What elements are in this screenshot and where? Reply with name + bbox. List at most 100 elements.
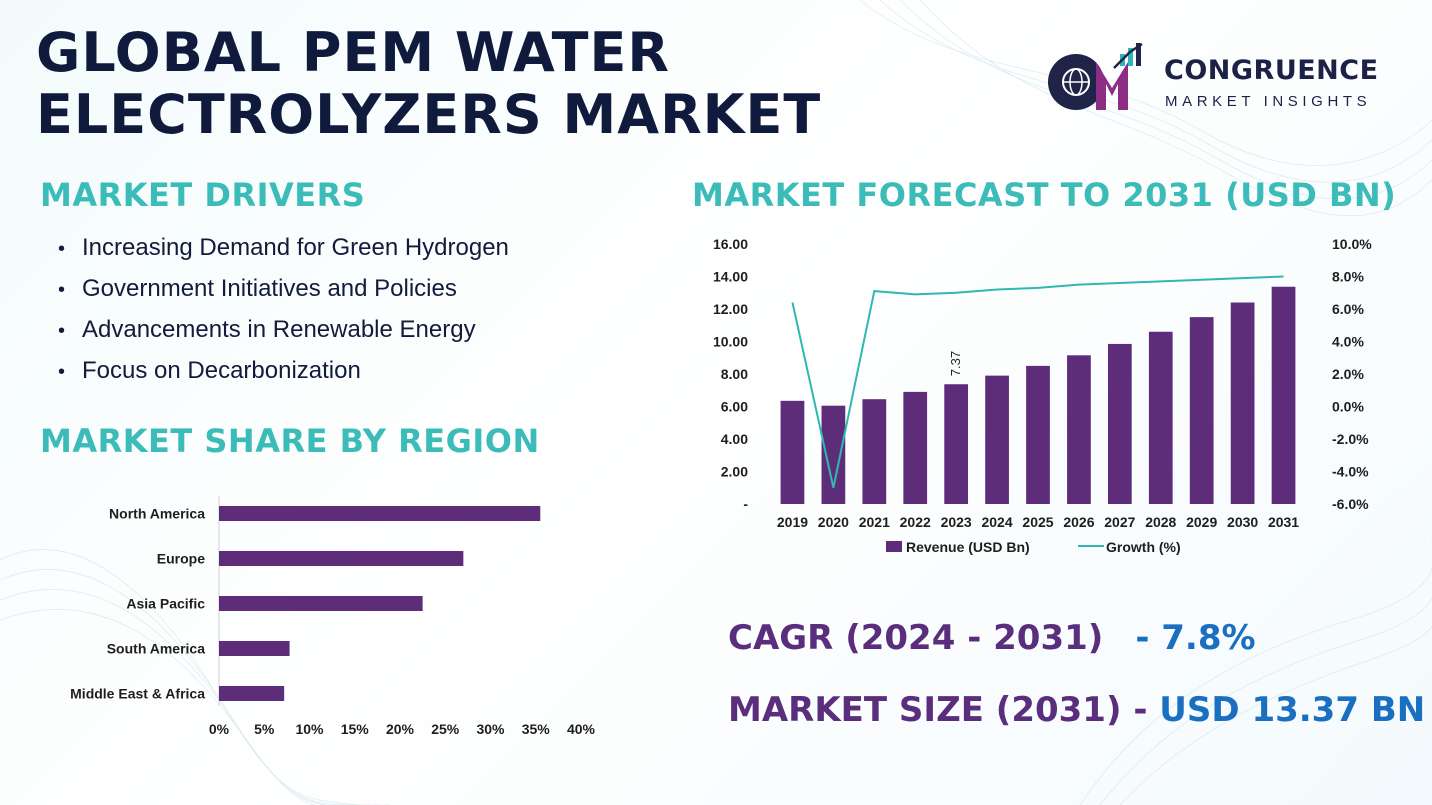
bar xyxy=(1148,331,1173,504)
y-tick-label: 2.00 xyxy=(721,464,748,480)
bar xyxy=(219,641,290,656)
y-tick-label: - xyxy=(743,496,748,512)
bar xyxy=(1271,286,1296,504)
x-tick-label: 0% xyxy=(209,721,230,737)
bar xyxy=(219,506,541,521)
bar xyxy=(780,400,805,504)
y-tick-label: 10.00 xyxy=(713,334,748,350)
x-tick-label: 2023 xyxy=(941,514,972,530)
market-size-stat: MARKET SIZE (2031) - USD 13.37 BN xyxy=(728,690,1425,730)
bullet-icon: • xyxy=(58,320,66,342)
page-title: GLOBAL PEM WATER ELECTROLYZERS MARKET xyxy=(36,22,856,146)
y2-tick-label: 0.0% xyxy=(1332,399,1364,415)
bar xyxy=(821,405,846,504)
x-tick-label: 2031 xyxy=(1268,514,1299,530)
x-tick-label: 35% xyxy=(522,721,551,737)
category-label: Europe xyxy=(157,551,205,567)
bar xyxy=(219,686,285,701)
forecast-chart: - 2.00 4.00 6.00 8.00 10.00 12.00 14.00 16.00 -6.… xyxy=(713,236,1372,555)
x-tick-label: 2025 xyxy=(1022,514,1053,530)
category-label: Middle East & Africa xyxy=(70,686,205,702)
bar xyxy=(1067,355,1091,504)
x-tick-label: 2021 xyxy=(859,514,890,530)
bar xyxy=(944,384,969,504)
y2-tick-label: -2.0% xyxy=(1332,431,1369,447)
region-heading: MARKET SHARE BY REGION xyxy=(40,422,540,460)
cagr-label: CAGR (2024 - 2031) xyxy=(728,618,1104,658)
legend-label-growth: Growth (%) xyxy=(1106,539,1181,555)
bar xyxy=(985,375,1009,504)
y2-tick-label: 4.0% xyxy=(1332,334,1364,350)
title-line-2: ELECTROLYZERS MARKET xyxy=(36,83,822,146)
x-tick-label: 2028 xyxy=(1145,514,1176,530)
driver-text: Government Initiatives and Policies xyxy=(82,275,457,302)
x-tick-label: 2024 xyxy=(981,514,1012,530)
x-tick-label: 10% xyxy=(295,721,324,737)
bullet-icon: • xyxy=(58,361,66,383)
data-label: 7.37 xyxy=(948,351,963,376)
logo-name: CONGRUENCE xyxy=(1164,55,1379,86)
y2-tick-label: 8.0% xyxy=(1332,269,1364,285)
bar xyxy=(903,391,928,504)
bullet-icon: • xyxy=(58,238,66,260)
list-item: • Government Initiatives and Policies xyxy=(58,269,509,310)
cagr-value: - 7.8% xyxy=(1135,618,1256,658)
growth-line xyxy=(791,275,1284,488)
title-line-1: GLOBAL PEM WATER xyxy=(36,21,670,84)
x-tick-label: 2022 xyxy=(900,514,931,530)
y2-tick-label: -6.0% xyxy=(1332,496,1369,512)
y-tick-label: 16.00 xyxy=(713,236,748,252)
market-size-value: USD 13.37 BN xyxy=(1159,690,1426,730)
y2-tick-label: 10.0% xyxy=(1332,236,1372,252)
bar xyxy=(1230,302,1255,504)
list-item: • Increasing Demand for Green Hydrogen xyxy=(58,228,509,269)
drivers-heading: MARKET DRIVERS xyxy=(40,176,366,214)
y2-tick-label: 2.0% xyxy=(1332,366,1364,382)
x-tick-label: 15% xyxy=(341,721,370,737)
y-tick-label: 12.00 xyxy=(713,301,748,317)
legend-label-revenue: Revenue (USD Bn) xyxy=(906,539,1030,555)
category-label: North America xyxy=(109,506,205,522)
category-label: South America xyxy=(107,641,205,657)
list-item: • Advancements in Renewable Energy xyxy=(58,310,509,351)
x-tick-label: 25% xyxy=(431,721,460,737)
y-tick-label: 4.00 xyxy=(721,431,748,447)
x-tick-label: 40% xyxy=(567,721,596,737)
category-label: Asia Pacific xyxy=(126,596,205,612)
bar xyxy=(219,551,464,566)
logo-mark-icon xyxy=(1048,42,1143,110)
x-tick-label: 2026 xyxy=(1063,514,1094,530)
x-tick-label: 2030 xyxy=(1227,514,1258,530)
x-tick-label: 2019 xyxy=(777,514,808,530)
bar xyxy=(1189,317,1214,504)
y2-tick-label: -4.0% xyxy=(1332,464,1369,480)
x-tick-label: 20% xyxy=(386,721,415,737)
company-logo: CONGRUENCE MARKET INSIGHTS xyxy=(1044,40,1404,120)
forecast-heading: MARKET FORECAST TO 2031 (USD BN) xyxy=(692,176,1397,214)
bar xyxy=(1107,343,1132,504)
cagr-stat: CAGR (2024 - 2031) - 7.8% xyxy=(728,618,1256,658)
driver-text: Focus on Decarbonization xyxy=(82,357,361,384)
legend-swatch-revenue xyxy=(886,541,902,552)
y-tick-label: 6.00 xyxy=(721,399,748,415)
bar xyxy=(219,596,423,611)
y2-tick-label: 6.0% xyxy=(1332,301,1364,317)
market-size-separator: - xyxy=(1121,690,1160,730)
bar xyxy=(1026,365,1050,504)
y-tick-label: 14.00 xyxy=(713,269,748,285)
bar xyxy=(862,399,887,504)
x-tick-label: 30% xyxy=(476,721,505,737)
market-size-label: MARKET SIZE (2031) xyxy=(728,690,1122,730)
drivers-list: • Increasing Demand for Green Hydrogen • G… xyxy=(58,228,509,392)
x-tick-label: 2020 xyxy=(818,514,849,530)
driver-text: Increasing Demand for Green Hydrogen xyxy=(82,234,509,261)
x-tick-label: 2027 xyxy=(1104,514,1135,530)
x-tick-label: 2029 xyxy=(1186,514,1217,530)
list-item: • Focus on Decarbonization xyxy=(58,351,509,392)
bullet-icon: • xyxy=(58,279,66,301)
x-tick-label: 5% xyxy=(254,721,275,737)
driver-text: Advancements in Renewable Energy xyxy=(82,316,476,343)
y-tick-label: 8.00 xyxy=(721,366,748,382)
region-share-chart: North America Europe Asia Pacific South Ame… xyxy=(70,496,596,737)
logo-tagline: MARKET INSIGHTS xyxy=(1165,93,1372,110)
